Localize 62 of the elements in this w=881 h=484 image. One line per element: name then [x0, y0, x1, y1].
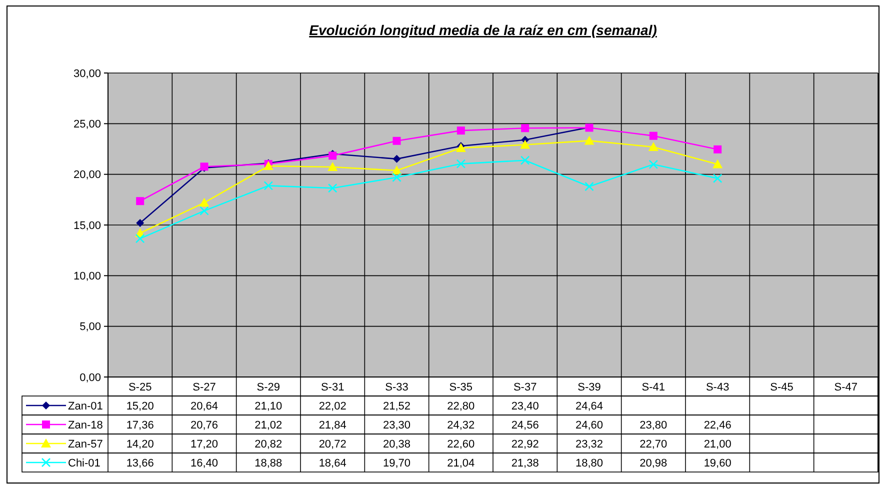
chart-title: Evolución longitud media de la raíz en cm (semanal): [309, 22, 658, 38]
x-tick-label: S-43: [706, 381, 730, 394]
data-label: 20,98: [640, 457, 668, 470]
data-label: 22,70: [640, 438, 668, 450]
x-tick-label: S-47: [834, 381, 858, 394]
y-tick-label: 20,00: [73, 169, 101, 182]
data-label: 18,80: [575, 457, 604, 470]
x-tick-label: S-39: [578, 381, 601, 394]
data-label: 21,00: [704, 438, 732, 450]
legend-label: Zan-57: [68, 438, 103, 450]
data-label: 24,64: [575, 400, 604, 412]
y-tick-label: 10,00: [73, 270, 101, 283]
data-label: 21,10: [254, 400, 282, 412]
legend-label: Zan-01: [68, 400, 103, 412]
data-label: 20,82: [254, 438, 282, 450]
x-tick-label: S-37: [513, 381, 537, 394]
data-label: 21,02: [254, 419, 282, 432]
data-label: 23,80: [640, 419, 668, 432]
data-label: 20,76: [190, 419, 218, 432]
data-label: 15,20: [126, 400, 154, 412]
legend-label: Zan-18: [68, 419, 103, 432]
data-label: 21,04: [447, 457, 475, 470]
x-tick-label: S-35: [449, 381, 473, 394]
data-label: 14,20: [126, 438, 154, 450]
x-tick-label: S-29: [256, 381, 280, 394]
data-label: 22,80: [447, 400, 475, 412]
data-label: 22,92: [511, 438, 539, 450]
y-tick-label: 5,00: [80, 321, 101, 334]
data-label: 17,20: [190, 438, 218, 450]
y-tick-label: 25,00: [73, 118, 101, 131]
data-label: 20,38: [382, 438, 411, 450]
data-label: 24,60: [575, 419, 604, 432]
data-label: 17,36: [126, 419, 154, 432]
data-label: 23,40: [511, 400, 539, 412]
x-tick-label: S-27: [192, 381, 216, 394]
data-label: 22,02: [318, 400, 346, 412]
x-tick-label: S-41: [642, 381, 666, 394]
x-tick-label: S-45: [770, 381, 794, 394]
data-label: 24,56: [511, 419, 539, 432]
data-label: 21,38: [511, 457, 539, 470]
data-label: 24,32: [447, 419, 475, 432]
data-label: 19,70: [382, 457, 411, 470]
data-label: 22,46: [704, 419, 732, 432]
data-label: 20,64: [190, 400, 218, 412]
y-tick-label: 0,00: [80, 372, 101, 384]
x-tick-label: S-25: [128, 381, 152, 394]
data-label: 18,88: [254, 457, 282, 470]
data-label: 18,64: [318, 457, 346, 470]
data-label: 23,30: [382, 419, 411, 432]
x-tick-label: S-31: [320, 381, 344, 394]
data-label: 21,52: [382, 400, 411, 412]
data-label: 13,66: [126, 457, 154, 470]
data-label: 16,40: [190, 457, 218, 470]
data-label: 23,32: [575, 438, 604, 450]
data-label: 22,60: [447, 438, 475, 450]
data-label: 19,60: [704, 457, 732, 470]
data-label: 20,72: [318, 438, 346, 450]
data-label: 21,84: [318, 419, 346, 432]
y-tick-label: 30,00: [73, 68, 101, 80]
legend-label: Chi-01: [68, 457, 100, 470]
y-tick-label: 15,00: [73, 220, 101, 232]
x-tick-label: S-33: [385, 381, 408, 394]
